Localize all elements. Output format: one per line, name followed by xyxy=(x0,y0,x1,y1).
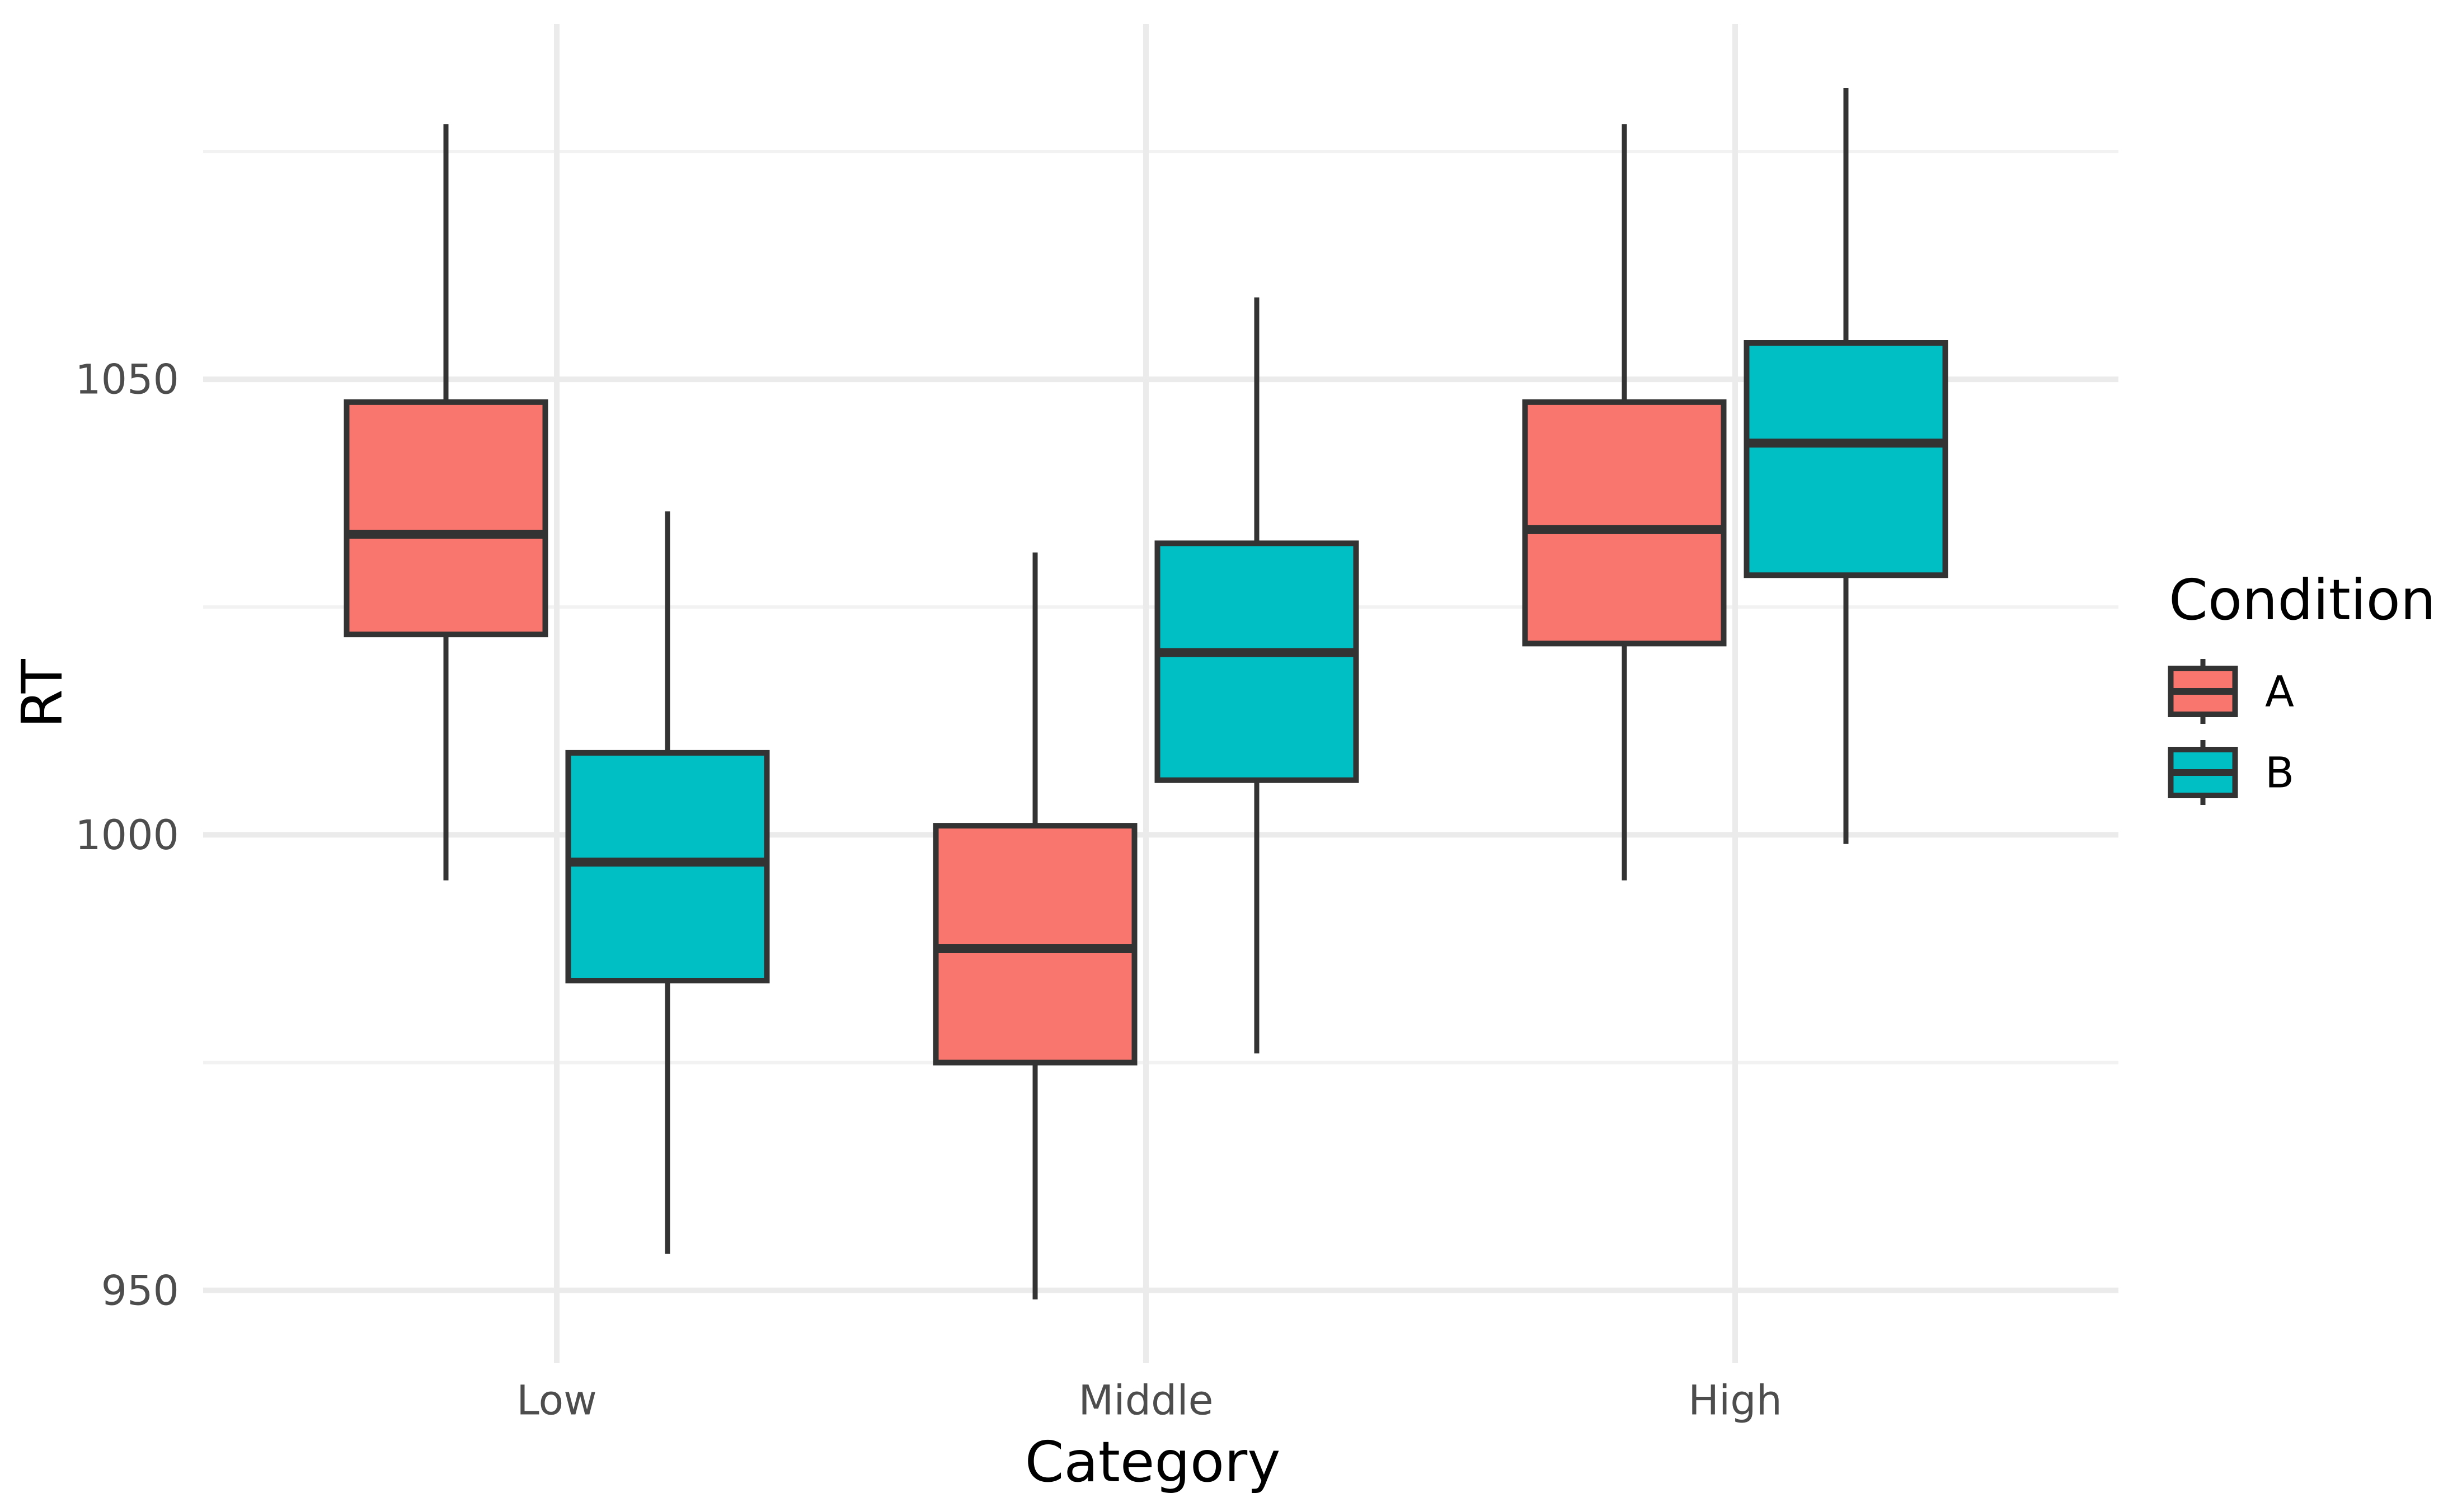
boxplot-B-Low xyxy=(565,511,770,1254)
x-tick-label: Middle xyxy=(1078,1377,1213,1425)
legend-entry-label: A xyxy=(2265,667,2294,717)
iqr-box xyxy=(933,823,1138,1066)
x-axis-title: Category xyxy=(1025,1429,1281,1495)
legend-title: Condition xyxy=(2169,567,2436,633)
y-axis-title: RT xyxy=(10,658,75,728)
y-tick-label: 1000 xyxy=(75,812,179,859)
legend-entry-label: B xyxy=(2265,748,2294,798)
boxplot-B-High xyxy=(1744,88,1948,844)
legend-key-A: A xyxy=(2168,659,2294,724)
iqr-box xyxy=(1744,340,1948,578)
x-tick-label: Low xyxy=(516,1377,597,1425)
y-tick-label: 1050 xyxy=(75,356,179,404)
legend: Condition AB xyxy=(2168,567,2436,805)
boxplot-B-Middle xyxy=(1154,297,1359,1054)
iqr-box xyxy=(565,750,770,984)
legend-keys: AB xyxy=(2168,659,2294,805)
boxplot-boxes xyxy=(344,88,1948,1299)
y-axis-tick-labels: 950 1000 1050 xyxy=(75,356,179,1315)
boxplot-A-Low xyxy=(344,124,548,880)
legend-key-B: B xyxy=(2168,740,2294,805)
iqr-box xyxy=(1522,399,1727,647)
boxplot-A-High xyxy=(1522,124,1727,880)
x-tick-label: High xyxy=(1688,1377,1782,1425)
iqr-box xyxy=(1154,540,1359,783)
boxplot-A-Middle xyxy=(933,552,1138,1299)
major-gridlines xyxy=(203,24,2118,1363)
iqr-box xyxy=(344,399,548,638)
y-tick-label: 950 xyxy=(101,1267,179,1315)
x-axis-tick-labels: Low Middle High xyxy=(516,1377,1782,1425)
